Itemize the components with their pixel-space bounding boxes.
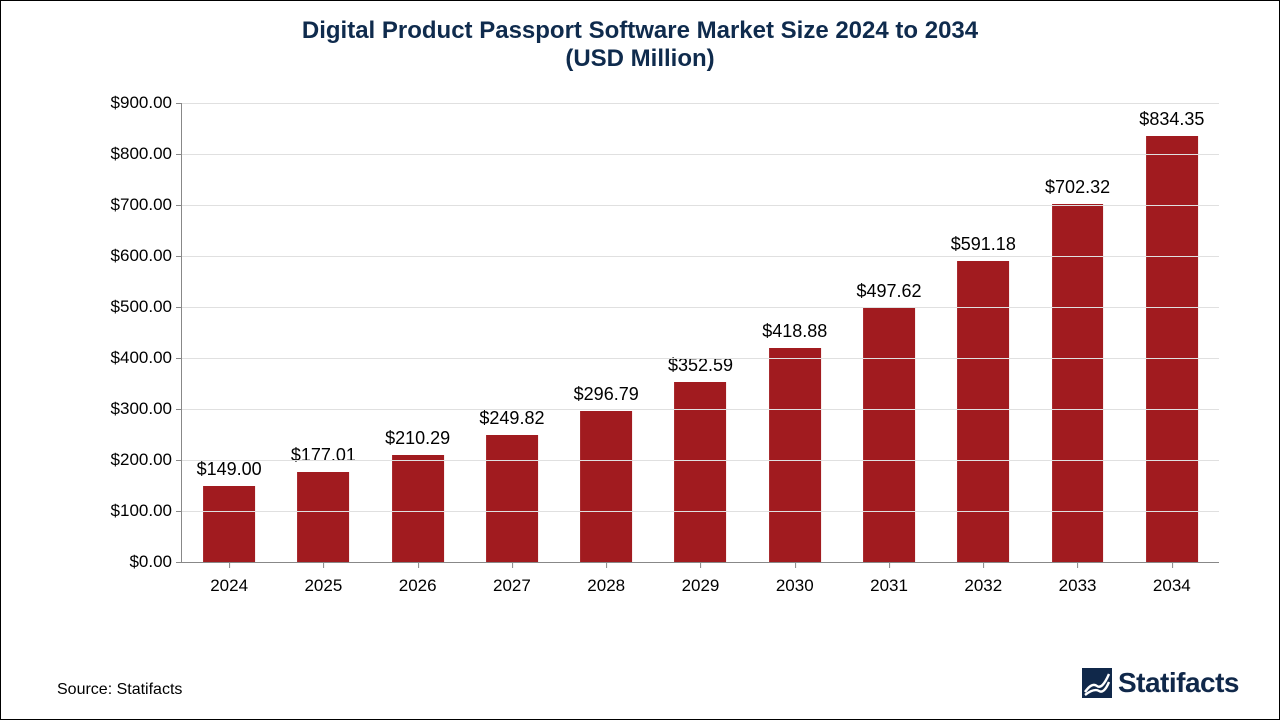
x-axis-tick: 2029 [682, 562, 720, 596]
brand-name: Statifacts [1118, 667, 1239, 699]
bar: $497.62 [863, 308, 915, 562]
y-axis-tick: $600.00 [111, 246, 182, 266]
bar: $296.79 [580, 411, 632, 562]
x-axis-tick: 2034 [1153, 562, 1191, 596]
bar: $210.29 [392, 455, 444, 562]
grid-line [182, 358, 1219, 359]
x-axis-tick: 2028 [587, 562, 625, 596]
y-axis-tick: $0.00 [129, 552, 182, 572]
chart-footer: Source: Statifacts Statifacts [1, 667, 1279, 699]
grid-line [182, 256, 1219, 257]
x-axis-tick: 2032 [964, 562, 1002, 596]
y-axis-tick: $400.00 [111, 348, 182, 368]
bar: $834.35 [1146, 136, 1198, 562]
x-axis-tick: 2033 [1059, 562, 1097, 596]
grid-line [182, 511, 1219, 512]
bar-value-label: $497.62 [856, 281, 921, 308]
x-axis-tick: 2025 [304, 562, 342, 596]
bar-slot: $177.012025 [276, 103, 370, 562]
bar-slot: $834.352034 [1125, 103, 1219, 562]
bar-slot: $249.822027 [465, 103, 559, 562]
x-axis-tick: 2026 [399, 562, 437, 596]
bar-slot: $497.622031 [842, 103, 936, 562]
bar-value-label: $352.59 [668, 355, 733, 382]
bar-slot: $210.292026 [371, 103, 465, 562]
bar-value-label: $834.35 [1139, 109, 1204, 136]
chart-frame: Digital Product Passport Software Market… [0, 0, 1280, 720]
x-axis-tick: 2031 [870, 562, 908, 596]
bar: $177.01 [297, 472, 349, 562]
title-line-1: Digital Product Passport Software Market… [1, 17, 1279, 45]
bar-slot: $702.322033 [1030, 103, 1124, 562]
y-axis-tick: $200.00 [111, 450, 182, 470]
brand: Statifacts [1082, 667, 1239, 699]
bar-value-label: $249.82 [479, 408, 544, 435]
bar: $418.88 [769, 348, 821, 562]
y-axis-tick: $700.00 [111, 195, 182, 215]
x-axis-tick: 2024 [210, 562, 248, 596]
bar-slot: $418.882030 [748, 103, 842, 562]
bar-value-label: $418.88 [762, 321, 827, 348]
bar-value-label: $177.01 [291, 445, 356, 472]
y-axis-tick: $300.00 [111, 399, 182, 419]
source-text: Source: Statifacts [57, 681, 182, 699]
bar-slot: $352.592029 [653, 103, 747, 562]
bar-slot: $296.792028 [559, 103, 653, 562]
x-axis-tick: 2030 [776, 562, 814, 596]
bar-slot: $591.182032 [936, 103, 1030, 562]
grid-line [182, 103, 1219, 104]
y-axis-tick: $900.00 [111, 93, 182, 113]
plot-area: $149.002024$177.012025$210.292026$249.82… [181, 103, 1219, 563]
bar: $702.32 [1052, 204, 1104, 562]
chart-area: $149.002024$177.012025$210.292026$249.82… [41, 83, 1239, 613]
y-axis-tick: $800.00 [111, 144, 182, 164]
bar: $591.18 [957, 261, 1009, 563]
grid-line [182, 460, 1219, 461]
brand-icon [1082, 668, 1112, 698]
chart-title: Digital Product Passport Software Market… [1, 1, 1279, 83]
bar-value-label: $296.79 [574, 384, 639, 411]
bar-value-label: $210.29 [385, 428, 450, 455]
title-line-2: (USD Million) [1, 45, 1279, 73]
y-axis-tick: $500.00 [111, 297, 182, 317]
bar: $249.82 [486, 435, 538, 562]
bar-value-label: $149.00 [197, 459, 262, 486]
y-axis-tick: $100.00 [111, 501, 182, 521]
bar: $149.00 [203, 486, 255, 562]
x-axis-tick: 2027 [493, 562, 531, 596]
grid-line [182, 307, 1219, 308]
bar-slot: $149.002024 [182, 103, 276, 562]
bar-value-label: $702.32 [1045, 177, 1110, 204]
grid-line [182, 154, 1219, 155]
grid-line [182, 409, 1219, 410]
grid-line [182, 205, 1219, 206]
bars-layer: $149.002024$177.012025$210.292026$249.82… [182, 103, 1219, 562]
